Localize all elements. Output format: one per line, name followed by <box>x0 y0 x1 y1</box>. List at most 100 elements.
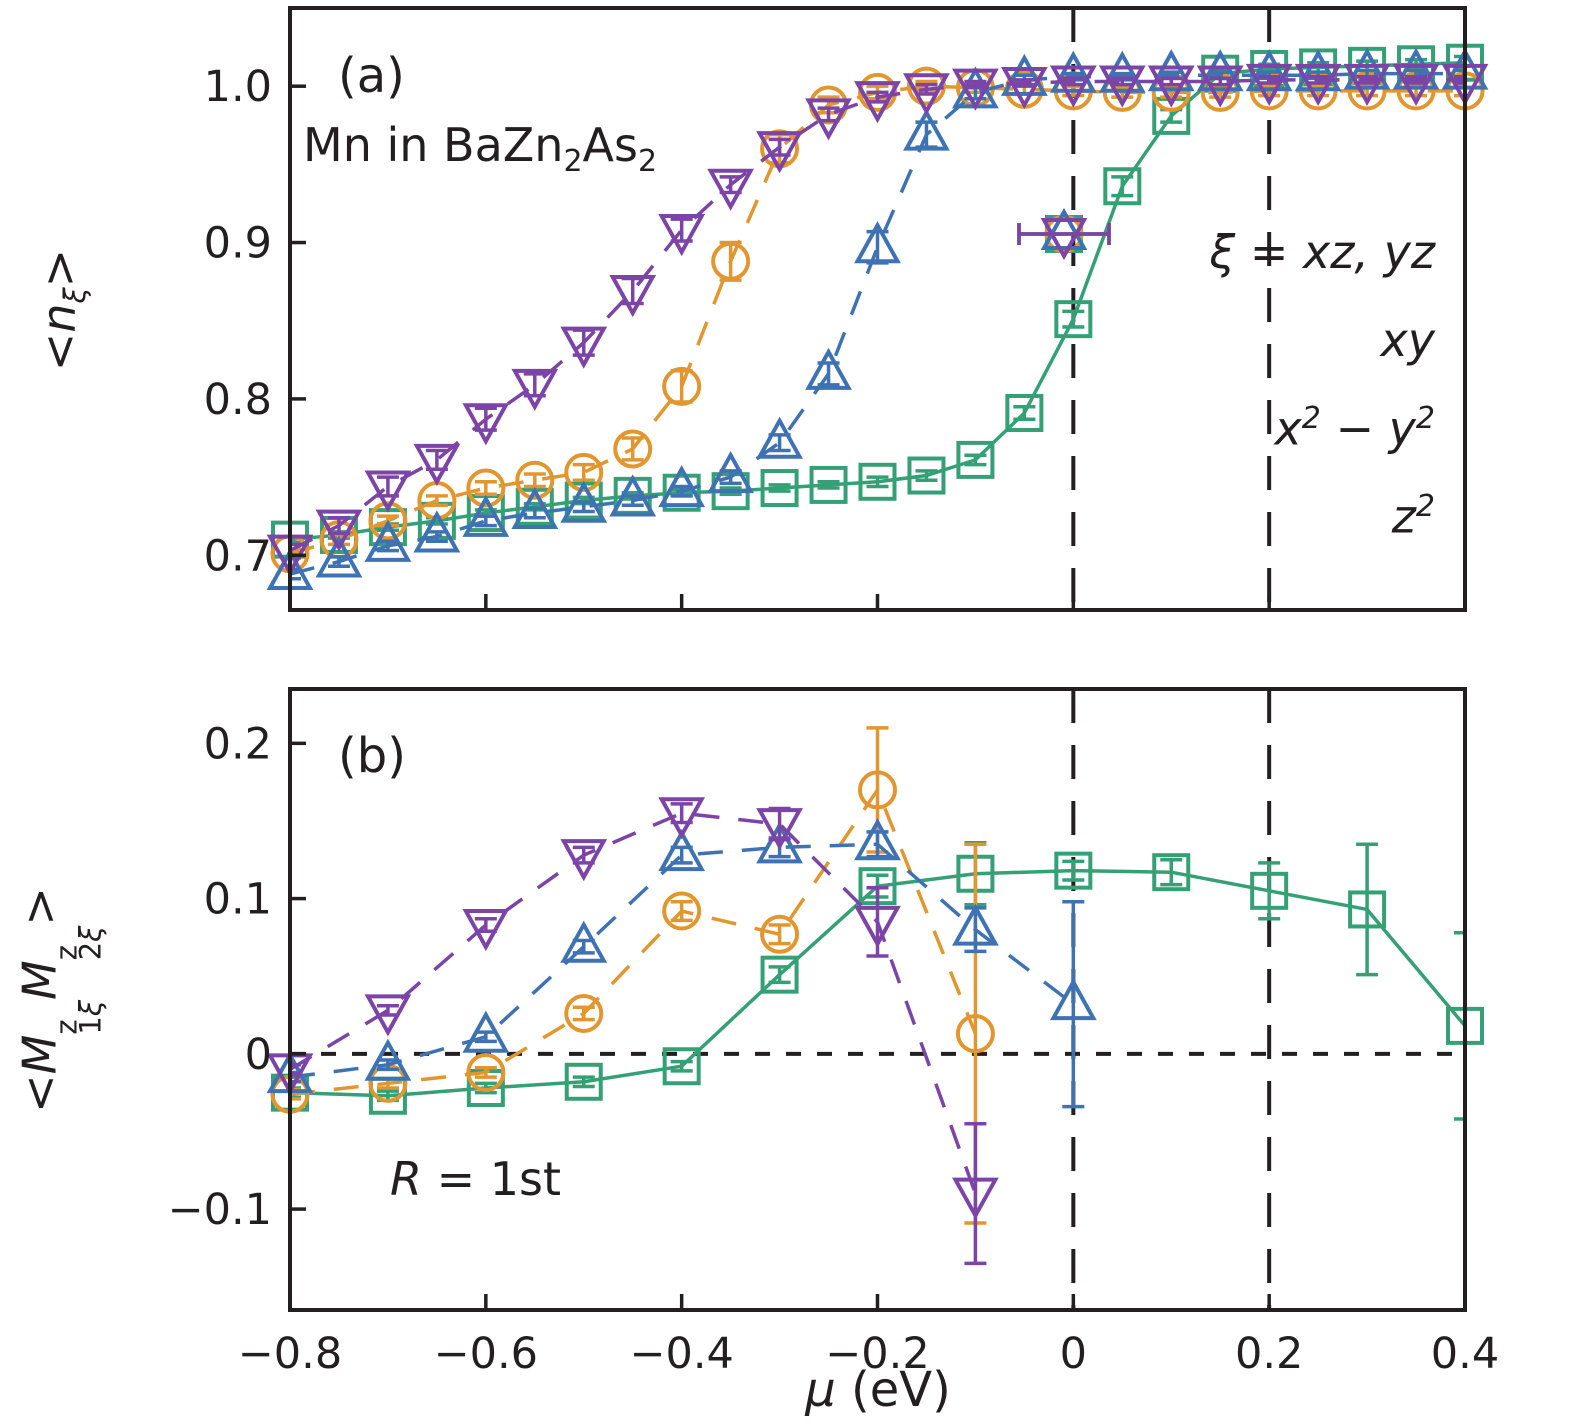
marker-xy <box>711 241 751 281</box>
x-tick-label: −0.6 <box>434 1329 538 1379</box>
marker-z2 <box>364 470 412 513</box>
panel-a-label: (a) <box>338 48 405 104</box>
legend: ξ = xz, yz xy x2 − y2 z2 <box>1015 208 1435 560</box>
marker-x2_y2 <box>1343 47 1391 90</box>
marker-z2 <box>1343 63 1391 107</box>
marker-z2 <box>952 1177 999 1220</box>
marker-xy <box>760 914 800 954</box>
marker-z2 <box>413 443 461 487</box>
marker-xy <box>662 366 702 406</box>
panel-b-label: (b) <box>338 728 406 784</box>
legend-marker <box>1040 218 1088 260</box>
marker-z2 <box>952 68 999 111</box>
marker-z2 <box>1245 63 1293 107</box>
marker-xz_yz <box>1152 853 1191 892</box>
y-tick-label: 0.2 <box>204 719 272 769</box>
marker-x2_y2 <box>854 221 901 264</box>
panel-b-annotation: R = 1st <box>390 1152 562 1206</box>
marker-xz_yz <box>1348 890 1387 929</box>
marker-z2 <box>560 839 608 882</box>
y-tick-label: 1.0 <box>204 62 272 112</box>
panel-a: 0.7 0.8 0.9 1.0 <box>204 6 1489 612</box>
y-tick-label: −0.1 <box>168 1185 272 1235</box>
y-tick-label: 0.7 <box>204 531 272 581</box>
marker-xy <box>858 72 897 112</box>
marker-xz_yz <box>1103 167 1142 206</box>
marker-z2 <box>1196 65 1244 108</box>
panel-a-annotation: Mn in BaZn2As2 <box>303 118 658 180</box>
marker-xz_yz <box>1054 851 1093 890</box>
legend-marker-triangle-down <box>1017 218 1111 260</box>
series-xy <box>270 726 995 1225</box>
marker-z2 <box>756 808 803 851</box>
marker-z2 <box>756 131 803 174</box>
marker-x2_y2 <box>756 821 803 864</box>
x-tick-label: 0 <box>1060 1329 1087 1379</box>
series-x2_y2 <box>266 818 1097 1109</box>
marker-xy <box>613 429 653 469</box>
x-tick-label: −0.8 <box>238 1329 342 1379</box>
marker-z2 <box>707 168 755 211</box>
x-tick-label: 0.4 <box>1431 1329 1499 1379</box>
marker-z2 <box>609 275 657 318</box>
marker-xy <box>906 66 946 106</box>
marker-xy <box>858 770 897 810</box>
marker-x2_y2 <box>1294 49 1342 92</box>
series-line-z2 <box>290 78 1465 553</box>
marker-xz_yz <box>662 1047 701 1086</box>
series-line-x2_y2 <box>290 842 1075 1079</box>
marker-xz_yz <box>760 955 799 994</box>
marker-x2_y2 <box>364 1038 412 1081</box>
y-tick-label: 0.8 <box>204 375 272 425</box>
marker-xy <box>515 460 555 500</box>
legend-label: xy <box>1380 313 1435 367</box>
marker-z2 <box>1049 65 1097 108</box>
marker-z2 <box>1294 63 1342 107</box>
marker-z2 <box>854 905 901 948</box>
y-axis-label-a: <nξ> <box>31 248 93 372</box>
marker-xz_yz <box>1005 393 1044 432</box>
legend-marker <box>1040 208 1088 250</box>
marker-xz_yz <box>858 462 897 501</box>
marker-z2 <box>462 403 510 446</box>
y-tick-label: 0.9 <box>204 219 272 269</box>
marker-x2_y2 <box>413 510 461 553</box>
marker-x2_y2 <box>364 519 412 562</box>
marker-z2 <box>1392 63 1440 107</box>
marker-xy <box>564 452 604 492</box>
marker-z2 <box>364 994 412 1037</box>
series-z2 <box>266 63 1489 577</box>
marker-z2 <box>1147 65 1195 108</box>
legend-item-x2-y2: x2 − y2 <box>1015 208 1435 472</box>
marker-xy <box>564 993 604 1033</box>
x-axis-label: μ (eV) <box>805 1362 951 1418</box>
marker-x2_y2 <box>707 450 755 494</box>
marker-z2 <box>1000 67 1048 110</box>
marker-x2_y2 <box>315 535 363 578</box>
marker-x2_y2 <box>1245 49 1293 92</box>
marker-xy <box>368 501 408 541</box>
marker-x2_y2 <box>560 480 608 523</box>
marker-z2 <box>315 509 363 552</box>
marker-z2 <box>462 908 510 952</box>
marker-x2_y2 <box>462 1010 510 1053</box>
legend-label: x2 − y2 <box>1274 400 1435 456</box>
marker-xz_yz <box>662 473 701 512</box>
marker-x2_y2 <box>1392 47 1440 90</box>
marker-xz_yz <box>809 465 848 504</box>
series-z2 <box>266 797 999 1266</box>
marker-x2_y2 <box>1098 50 1146 93</box>
marker-x2_y2 <box>511 486 559 530</box>
series-line-xz_yz <box>290 60 1465 542</box>
legend-label: z2 <box>1391 488 1435 544</box>
marker-x2_y2 <box>805 347 852 390</box>
marker-x2_y2 <box>1049 978 1097 1021</box>
marker-xz_yz <box>564 1062 603 1101</box>
x-tick-label: −0.2 <box>825 1329 929 1379</box>
marker-x2_y2 <box>658 465 706 508</box>
legend-item-z2: z2 <box>1015 218 1435 560</box>
marker-xy <box>466 468 506 508</box>
